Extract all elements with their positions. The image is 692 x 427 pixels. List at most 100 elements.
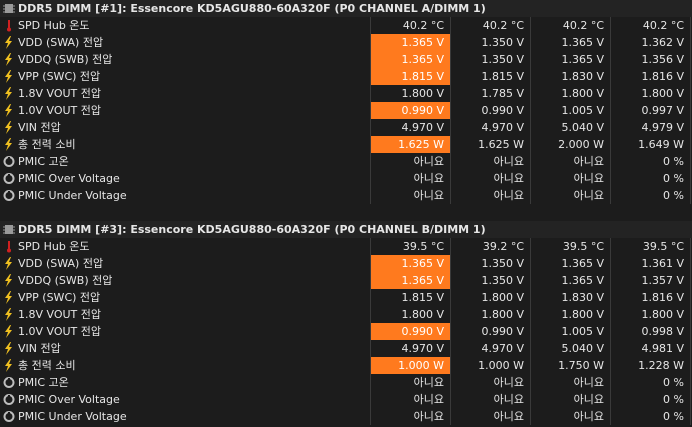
sensor-label: PMIC Under Voltage (0, 408, 371, 425)
sensor-value: 아니요 (531, 391, 611, 408)
sensor-value: 아니요 (451, 187, 531, 204)
volt-icon (5, 53, 12, 66)
sensor-value: 1.830 V (531, 68, 611, 85)
sensor-row: PMIC 고온 아니요 아니요 아니요 0 % (0, 153, 692, 170)
section-header: DDR5 DIMM [#1]: Essencore KD5AGU880-60A3… (0, 0, 692, 17)
sensor-label: VIN 전압 (0, 119, 371, 136)
sensor-value: 1.365 V (371, 51, 451, 68)
chip-icon (3, 4, 15, 13)
chip-icon (3, 225, 15, 234)
sensor-label: SPD Hub 온도 (0, 17, 371, 34)
volt-icon (5, 342, 12, 355)
sensor-row: VPP (SWC) 전압 1.815 V 1.815 V 1.830 V 1.816 V (0, 68, 692, 85)
sensor-label: 총 전력 소비 (0, 136, 371, 153)
sensor-value: 1.000 W (371, 357, 451, 374)
sensor-value: 0.990 V (371, 102, 451, 119)
sensor-value: 1.350 V (451, 255, 531, 272)
sensor-row: VPP (SWC) 전압 1.815 V 1.800 V 1.830 V 1.816 V (0, 289, 692, 306)
sensor-value: 4.970 V (451, 340, 531, 357)
sensor-row: SPD Hub 온도 39.5 °C 39.2 °C 39.5 °C 39.5 °C (0, 238, 692, 255)
sensor-row: VIN 전압 4.970 V 4.970 V 5.040 V 4.979 V (0, 119, 692, 136)
sensor-value: 0.990 V (451, 323, 531, 340)
sensor-row: PMIC Under Voltage 아니요 아니요 아니요 0 % (0, 408, 692, 425)
sensor-value: 아니요 (371, 408, 451, 425)
sensor-label: 1.0V VOUT 전압 (0, 323, 371, 340)
sensor-value: 0 % (611, 170, 691, 187)
temp-icon (7, 241, 11, 253)
volt-icon (5, 70, 12, 83)
sensor-value: 0 % (611, 187, 691, 204)
sensor-row: 1.8V VOUT 전압 1.800 V 1.800 V 1.800 V 1.800 V (0, 306, 692, 323)
volt-icon (5, 121, 12, 134)
sensor-label: PMIC Over Voltage (0, 170, 371, 187)
sensor-row: 총 전력 소비 1.000 W 1.000 W 1.750 W 1.228 W (0, 357, 692, 374)
sensor-label: VDDQ (SWB) 전압 (0, 272, 371, 289)
sensor-value: 1.350 V (451, 51, 531, 68)
sensor-value: 1.830 V (531, 289, 611, 306)
sensor-value: 0.998 V (611, 323, 691, 340)
sensor-value: 1.365 V (531, 51, 611, 68)
sensor-value: 0.997 V (611, 102, 691, 119)
section-title: DDR5 DIMM [#3]: Essencore KD5AGU880-60A3… (18, 223, 486, 236)
sensor-value: 1.800 V (531, 306, 611, 323)
sensor-label: PMIC Over Voltage (0, 391, 371, 408)
sensor-label: 1.8V VOUT 전압 (0, 85, 371, 102)
sensor-value: 1.800 V (611, 306, 691, 323)
sensor-value: 2.000 W (531, 136, 611, 153)
sensor-row: 1.8V VOUT 전압 1.800 V 1.785 V 1.800 V 1.800 V (0, 85, 692, 102)
sensor-value: 1.005 V (531, 323, 611, 340)
sensor-value: 1.000 W (451, 357, 531, 374)
sensor-label: VIN 전압 (0, 340, 371, 357)
sensor-value: 40.2 °C (531, 17, 611, 34)
sensor-label: VDD (SWA) 전압 (0, 255, 371, 272)
sensor-label: PMIC 고온 (0, 374, 371, 391)
sensor-value: 아니요 (371, 153, 451, 170)
sensor-value: 아니요 (451, 391, 531, 408)
sensor-value: 1.800 V (451, 289, 531, 306)
sensor-value: 0.990 V (371, 323, 451, 340)
volt-icon (5, 308, 12, 321)
sensor-row: PMIC Over Voltage 아니요 아니요 아니요 0 % (0, 391, 692, 408)
sensor-value: 1.362 V (611, 34, 691, 51)
sensor-row: VDDQ (SWB) 전압 1.365 V 1.350 V 1.365 V 1.356 … (0, 51, 692, 68)
volt-icon (5, 104, 12, 117)
sensor-value: 1.800 V (611, 85, 691, 102)
temp-icon (7, 20, 11, 32)
volt-icon (5, 291, 12, 304)
sensor-value: 1.005 V (531, 102, 611, 119)
sensor-row: 1.0V VOUT 전압 0.990 V 0.990 V 1.005 V 0.997 V (0, 102, 692, 119)
status-icon (3, 156, 15, 167)
sensor-value: 5.040 V (531, 340, 611, 357)
section-title: DDR5 DIMM [#1]: Essencore KD5AGU880-60A3… (18, 2, 486, 15)
sensor-value: 아니요 (371, 170, 451, 187)
sensor-row: PMIC 고온 아니요 아니요 아니요 0 % (0, 374, 692, 391)
volt-icon (5, 325, 12, 338)
section-header: DDR5 DIMM [#3]: Essencore KD5AGU880-60A3… (0, 221, 692, 238)
sensor-value: 1.815 V (451, 68, 531, 85)
sensor-label: 1.0V VOUT 전압 (0, 102, 371, 119)
sensor-value: 4.970 V (371, 340, 451, 357)
volt-icon (5, 274, 12, 287)
sensor-value: 0 % (611, 391, 691, 408)
sensor-value: 1.800 V (451, 306, 531, 323)
sensor-value: 아니요 (531, 408, 611, 425)
sensor-value: 4.979 V (611, 119, 691, 136)
sensor-value: 1.625 W (451, 136, 531, 153)
sensor-value: 1.785 V (451, 85, 531, 102)
status-icon (3, 377, 15, 388)
status-icon (3, 173, 15, 184)
sensor-value: 1.356 V (611, 51, 691, 68)
sensor-value: 1.361 V (611, 255, 691, 272)
sensor-value: 1.800 V (371, 306, 451, 323)
sensor-value: 아니요 (531, 153, 611, 170)
sensor-value: 1.800 V (371, 85, 451, 102)
sensor-value: 39.5 °C (611, 238, 691, 255)
sensor-value: 0 % (611, 408, 691, 425)
sensor-value: 39.2 °C (451, 238, 531, 255)
sensor-value: 1.357 V (611, 272, 691, 289)
sensor-value: 1.816 V (611, 68, 691, 85)
sensor-value: 1.365 V (531, 272, 611, 289)
sensor-label: PMIC Under Voltage (0, 187, 371, 204)
sensor-value: 1.365 V (371, 255, 451, 272)
sensor-value: 1.350 V (451, 272, 531, 289)
